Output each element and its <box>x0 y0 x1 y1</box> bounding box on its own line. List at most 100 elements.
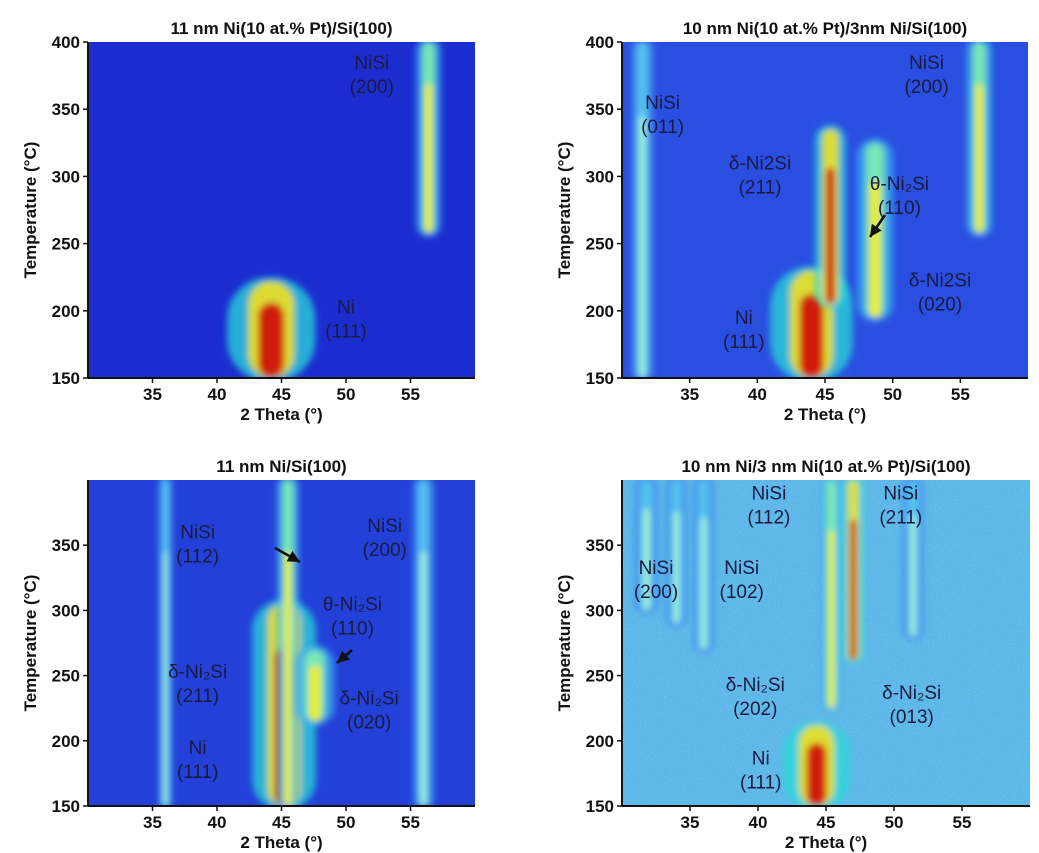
peak-annotation: Ni (111) <box>740 748 782 793</box>
x-tick-label: 35 <box>680 385 699 404</box>
peak-annotation: Ni (111) <box>723 308 765 353</box>
peak-4 <box>634 480 659 615</box>
panel-title: 10 nm Ni/3 nm Ni(10 at.% Pt)/Si(100) <box>681 457 970 476</box>
y-axis-label: Temperature (°C) <box>555 142 574 279</box>
x-axis-label: 2 Theta (°) <box>240 405 322 424</box>
x-tick-label: 40 <box>208 813 227 832</box>
peak-annotation: NiSi (112) <box>747 484 790 529</box>
peak-1 <box>630 42 654 378</box>
peak-annotation: δ-Ni2Si (211) <box>729 154 791 199</box>
peak-annotation: δ-Ni₂Si (211) <box>168 662 227 707</box>
x-tick-label: 50 <box>885 813 904 832</box>
theta-arrow-icon <box>336 649 353 664</box>
x-tick-label: 35 <box>681 813 700 832</box>
y-tick-label: 300 <box>52 167 80 186</box>
peak-5 <box>666 480 687 628</box>
y-tick-label: 250 <box>52 235 80 254</box>
panel-title: 10 nm Ni(10 at.% Pt)/3nm Ni/Si(100) <box>683 19 967 38</box>
y-axis-label: Temperature (°C) <box>555 575 574 712</box>
y-tick-label: 250 <box>586 235 614 254</box>
peak-3 <box>814 125 846 309</box>
theta-arrow-icon <box>868 214 887 238</box>
x-axis-label: 2 Theta (°) <box>240 833 322 852</box>
nisi-arrow-icon <box>274 546 301 564</box>
y-axis-label: Temperature (°C) <box>21 142 40 279</box>
y-tick-label: 350 <box>586 100 614 119</box>
x-tick-label: 40 <box>208 385 227 404</box>
peak-annotation: NiSi (102) <box>720 558 764 603</box>
peak-3 <box>295 645 335 726</box>
x-tick-label: 35 <box>143 385 162 404</box>
peak-5 <box>412 480 435 806</box>
peak-1 <box>227 277 316 378</box>
peak-annotation: NiSi (112) <box>176 523 219 568</box>
y-tick-label: 250 <box>52 667 80 686</box>
y-tick-label: 150 <box>52 797 80 816</box>
y-tick-label: 150 <box>52 369 80 388</box>
y-tick-label: 350 <box>586 536 614 555</box>
peak-annotation: NiSi (200) <box>363 516 407 561</box>
peak-annotation: NiSi (211) <box>879 484 922 529</box>
peak-annotation: δ-Ni₂Si (020) <box>340 688 399 733</box>
y-tick-label: 200 <box>52 732 80 751</box>
x-tick-label: 55 <box>401 385 420 404</box>
plot-area <box>630 42 993 378</box>
y-tick-label: 150 <box>586 797 614 816</box>
panel-1: NiSi (200) Ni (111) 35 40 45 50 55 150 200 250 300 35… <box>21 19 475 424</box>
peak-6 <box>693 480 714 654</box>
y-tick-label: 150 <box>586 369 614 388</box>
x-tick-label: 50 <box>337 385 356 404</box>
peak-annotation: δ-Ni2Si (020) <box>909 271 971 316</box>
peak-3 <box>842 480 864 664</box>
panel-3: NiSi (112) θ-Ni₂Si (110) δ-Ni₂Si (211) δ-Ni₂Si… <box>21 457 475 852</box>
y-tick-label: 300 <box>586 601 614 620</box>
peak-7 <box>902 480 924 641</box>
panel-4: NiSi (112) NiSi (211) NiSi (200) NiSi (102) δ-Ni… <box>555 457 1030 852</box>
x-tick-label: 40 <box>749 813 768 832</box>
x-axis-label: 2 Theta (°) <box>784 405 866 424</box>
y-tick-label: 200 <box>586 732 614 751</box>
panel-title: 11 nm Ni(10 at.% Pt)/Si(100) <box>170 19 392 38</box>
peak-annotation: δ-Ni₂Si (013) <box>882 683 941 728</box>
y-tick-label: 250 <box>586 667 614 686</box>
y-tick-label: 300 <box>52 601 80 620</box>
peak-2 <box>821 480 842 713</box>
x-tick-label: 55 <box>401 813 420 832</box>
x-tick-label: 55 <box>953 813 972 832</box>
y-tick-label: 400 <box>52 33 80 52</box>
x-tick-label: 45 <box>272 385 291 404</box>
x-tick-label: 40 <box>748 385 767 404</box>
x-tick-label: 50 <box>337 813 356 832</box>
peak-5 <box>966 42 993 237</box>
peak-4 <box>158 480 173 806</box>
peak-2 <box>416 42 441 237</box>
peak-annotation: δ-Ni₂Si (202) <box>726 675 785 720</box>
x-tick-label: 45 <box>817 813 836 832</box>
peak-annotation: θ-Ni₂Si (110) <box>323 594 382 639</box>
peak-annotation: θ-Ni₂Si (110) <box>870 174 929 219</box>
peak-2 <box>276 480 299 806</box>
peak-annotation: NiSi (200) <box>904 53 948 98</box>
x-tick-label: 35 <box>143 813 162 832</box>
x-tick-label: 45 <box>272 813 291 832</box>
x-axis-label: 2 Theta (°) <box>785 833 867 852</box>
x-tick-label: 50 <box>883 385 902 404</box>
plot-area <box>227 42 441 378</box>
y-tick-label: 300 <box>586 167 614 186</box>
plot-area <box>158 480 435 806</box>
peak-annotation: NiSi (011) <box>641 93 684 138</box>
peak-1 <box>782 721 851 806</box>
y-tick-label: 200 <box>52 302 80 321</box>
peak-annotation: Ni (111) <box>177 738 219 783</box>
x-tick-label: 55 <box>951 385 970 404</box>
peak-annotation: Ni (111) <box>325 297 367 342</box>
y-axis-label: Temperature (°C) <box>21 575 40 712</box>
plot-area <box>622 480 1030 806</box>
y-tick-label: 350 <box>52 100 80 119</box>
x-tick-label: 45 <box>816 385 835 404</box>
panel-title: 11 nm Ni/Si(100) <box>216 457 346 476</box>
y-tick-label: 200 <box>586 302 614 321</box>
y-tick-label: 350 <box>52 536 80 555</box>
panel-2: NiSi (011) δ-Ni2Si (211) θ-Ni₂Si (110) δ-Ni2Si… <box>555 19 1028 424</box>
